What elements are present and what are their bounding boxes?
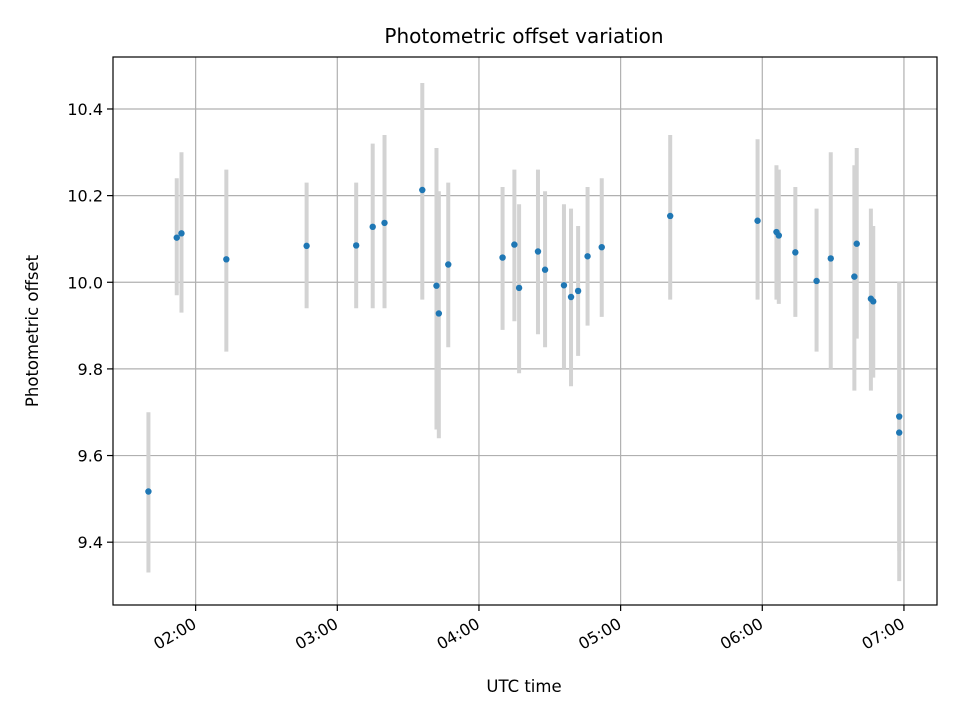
y-tick-label: 10.2 — [67, 187, 103, 206]
y-tick-label: 10.0 — [67, 273, 103, 292]
data-point — [419, 186, 426, 194]
x-tick-label: 03:00 — [292, 614, 341, 654]
data-point — [870, 298, 877, 305]
x-axis-label: UTC time — [486, 677, 561, 696]
data-point — [541, 266, 549, 273]
grid — [113, 57, 937, 605]
data-point — [567, 293, 575, 301]
x-tick-label: 04:00 — [434, 614, 483, 654]
data-point — [178, 230, 185, 237]
chart-title: Photometric offset variation — [384, 24, 663, 48]
error-bars — [146, 82, 902, 582]
data-point — [352, 242, 360, 249]
data-point — [433, 282, 440, 289]
y-tick-label: 9.6 — [78, 447, 103, 466]
x-tick-label: 02:00 — [150, 614, 199, 654]
data-point — [534, 248, 542, 255]
data-point — [827, 255, 834, 262]
y-axis-ticks: 9.4 9.6 9.8 10.0 10.2 10.4 — [67, 100, 113, 552]
data-point — [223, 256, 230, 263]
data-points — [145, 186, 903, 495]
y-tick-label: 9.4 — [78, 533, 103, 552]
data-point — [381, 219, 388, 227]
data-point — [667, 212, 674, 220]
data-point — [435, 310, 443, 317]
data-point — [754, 217, 761, 224]
x-tick-label: 07:00 — [859, 614, 908, 654]
data-point — [499, 254, 506, 261]
x-tick-label: 05:00 — [575, 614, 624, 654]
data-point — [813, 277, 820, 285]
data-point — [598, 243, 605, 251]
data-point — [511, 241, 518, 248]
x-tick-label: 06:00 — [717, 614, 766, 654]
data-point — [145, 488, 152, 495]
data-point — [560, 282, 568, 289]
y-tick-label: 9.8 — [78, 360, 103, 379]
plot-frame — [112, 56, 938, 606]
data-point — [896, 413, 903, 420]
data-point — [775, 232, 783, 239]
data-point — [445, 261, 452, 268]
data-point — [851, 273, 858, 280]
data-point — [896, 429, 903, 436]
data-point — [369, 223, 376, 231]
data-point — [853, 240, 860, 247]
y-axis-label: Photometric offset — [23, 254, 42, 407]
y-tick-label: 10.4 — [67, 100, 103, 119]
x-axis-ticks: 02:00 03:00 04:00 05:00 06:00 07:00 — [150, 605, 908, 654]
data-point — [173, 234, 180, 241]
data-point — [584, 253, 591, 260]
data-point — [515, 284, 523, 292]
data-point — [574, 287, 582, 295]
data-point — [792, 249, 799, 256]
data-point — [303, 242, 310, 250]
